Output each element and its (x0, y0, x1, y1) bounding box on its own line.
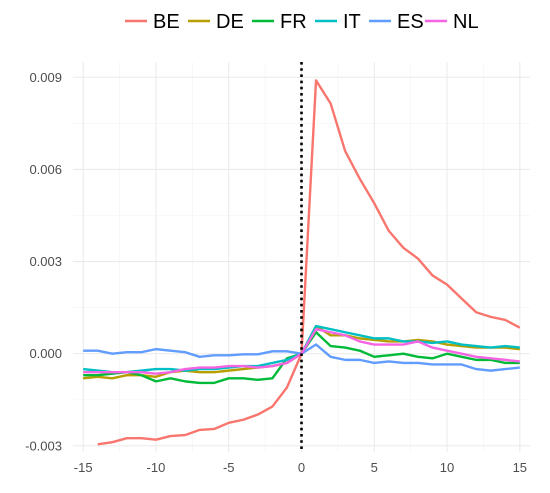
x-tick-label: 15 (513, 460, 527, 475)
legend-label-it: IT (343, 11, 361, 33)
legend-label-de: DE (216, 11, 244, 33)
plot-panel (73, 62, 530, 452)
legend-label-fr: FR (280, 11, 307, 33)
legend-label-es: ES (397, 11, 424, 33)
y-tick-label: 0.000 (29, 346, 62, 361)
legend: BE DE FR IT ES NL (125, 11, 479, 33)
x-tick-label: -15 (74, 460, 93, 475)
x-tick-label: 0 (298, 460, 305, 475)
x-tick-label: -10 (147, 460, 166, 475)
x-axis: -15 -10 -5 0 5 10 15 (74, 460, 527, 475)
y-tick-label: -0.003 (25, 438, 62, 453)
legend-label-nl: NL (453, 11, 479, 33)
y-tick-label: 0.009 (29, 70, 62, 85)
x-tick-label: 5 (371, 460, 378, 475)
y-tick-label: 0.003 (29, 254, 62, 269)
y-tick-label: 0.006 (29, 162, 62, 177)
series-line-be (97, 79, 521, 446)
x-tick-label: 10 (440, 460, 454, 475)
x-tick-label: -5 (223, 460, 235, 475)
y-axis: -0.003 0.000 0.003 0.006 0.009 (25, 70, 62, 454)
legend-label-be: BE (153, 11, 180, 33)
